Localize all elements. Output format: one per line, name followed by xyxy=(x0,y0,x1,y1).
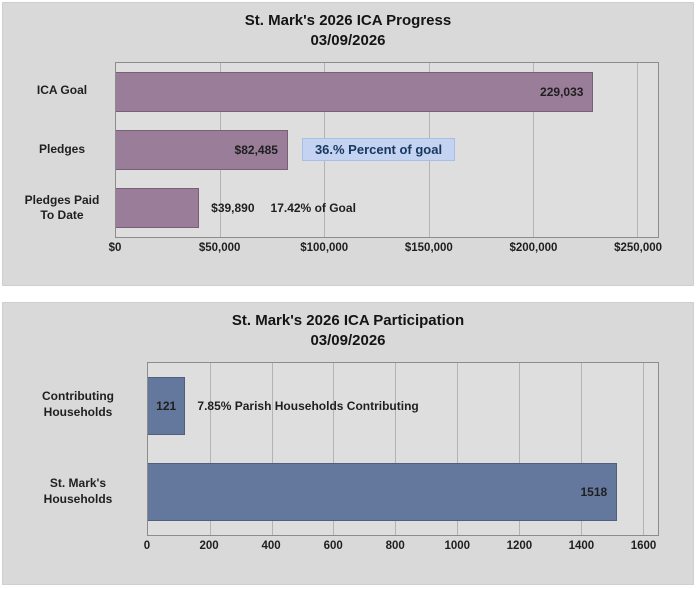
x-tick-label: 200 xyxy=(199,539,219,552)
category-label-pledges-paid: Pledges Paid To Date xyxy=(24,192,100,223)
x-tick-label: $250,000 xyxy=(614,241,663,254)
bar-contributing-households: 121 xyxy=(148,376,186,435)
bar-st-marks-households: 1518 xyxy=(148,462,618,521)
bar-pledges-paid xyxy=(116,187,200,228)
chart-ica-participation: St. Mark's 2026 ICA Participation 03/09/… xyxy=(2,302,694,585)
plot-area: 229,033 $82,485 36.% Percent of goal $39… xyxy=(115,61,659,238)
bar-row-ica-goal: 229,033 xyxy=(116,63,658,121)
category-label-contributing-households: Contributing Households xyxy=(42,389,114,419)
plot-column: 121 7.85% Parish Households Contributing… xyxy=(143,361,659,558)
bar-pledges: $82,485 xyxy=(116,129,288,170)
bar-value-label: $82,485 xyxy=(234,142,278,157)
x-tick-label: 1600 xyxy=(630,539,657,552)
percent-of-goal-label: 17.42% of Goal xyxy=(270,200,356,215)
x-tick-label: 400 xyxy=(261,539,281,552)
bar-value-label: $39,890 xyxy=(211,200,255,215)
chart-subtitle: 03/09/2026 xyxy=(310,332,386,350)
bar-row-pledges-paid: $39,890 17.42% of Goal xyxy=(116,179,658,237)
x-axis: $0 $50,000 $100,000 $150,000 $200,000 $2… xyxy=(109,241,663,260)
x-tick-label: $0 xyxy=(108,241,122,254)
bar-value-label: 229,033 xyxy=(540,84,584,99)
x-tick-label: $50,000 xyxy=(198,241,241,254)
gridline xyxy=(518,362,520,535)
bar-value-label: 1518 xyxy=(580,484,608,499)
category-label-pledges: Pledges xyxy=(38,141,86,156)
x-tick-label: 1000 xyxy=(444,539,471,552)
plot-column: 229,033 $82,485 36.% Percent of goal $39… xyxy=(109,61,663,260)
gridline xyxy=(333,362,335,535)
x-tick-label: $100,000 xyxy=(300,241,349,254)
x-tick-label: 600 xyxy=(323,539,343,552)
gridline xyxy=(209,362,211,535)
x-tick-label: $200,000 xyxy=(509,241,558,254)
participation-percent-label: 7.85% Parish Households Contributing xyxy=(197,398,419,413)
gridline xyxy=(457,362,459,535)
plot-wrap: Contributing Households St. Mark's House… xyxy=(13,361,659,558)
chart-ica-progress: St. Mark's 2026 ICA Progress 03/09/2026 … xyxy=(2,2,694,286)
gridline xyxy=(580,362,582,535)
gridline xyxy=(637,62,639,237)
category-label-ica-goal: ICA Goal xyxy=(36,83,88,98)
category-axis: ICA Goal Pledges Pledges Paid To Date xyxy=(13,62,115,238)
bar-value-label: 121 xyxy=(156,398,177,413)
bar-row-st-marks-households: 1518 xyxy=(148,449,658,535)
chart-title: St. Mark's 2026 ICA Participation xyxy=(231,312,465,329)
category-label-st-marks-households: St. Mark's Households xyxy=(43,476,113,506)
x-tick-label: 1400 xyxy=(568,539,595,552)
plot-area: 121 7.85% Parish Households Contributing… xyxy=(147,361,659,536)
x-tick-label: $150,000 xyxy=(404,241,453,254)
gridline xyxy=(395,362,397,535)
gridline xyxy=(271,362,273,535)
x-tick-label: 800 xyxy=(385,539,405,552)
bar-row-pledges: $82,485 36.% Percent of goal xyxy=(116,121,658,179)
bar-ica-goal: 229,033 xyxy=(116,71,594,112)
chart-subtitle: 03/09/2026 xyxy=(310,32,386,50)
bar-row-contributing-households: 121 7.85% Parish Households Contributing xyxy=(148,363,658,449)
percent-of-goal-callout: 36.% Percent of goal xyxy=(301,138,456,161)
x-tick-label: 1200 xyxy=(506,539,533,552)
category-axis: Contributing Households St. Mark's House… xyxy=(13,362,147,536)
x-tick-label: 0 xyxy=(143,539,151,552)
chart-title: St. Mark's 2026 ICA Progress xyxy=(244,12,452,29)
plot-wrap: ICA Goal Pledges Pledges Paid To Date 22… xyxy=(13,61,663,260)
gridline xyxy=(642,362,644,535)
gridline xyxy=(532,62,534,237)
x-axis: 0 200 400 600 800 1000 1200 1400 1600 xyxy=(143,539,659,558)
